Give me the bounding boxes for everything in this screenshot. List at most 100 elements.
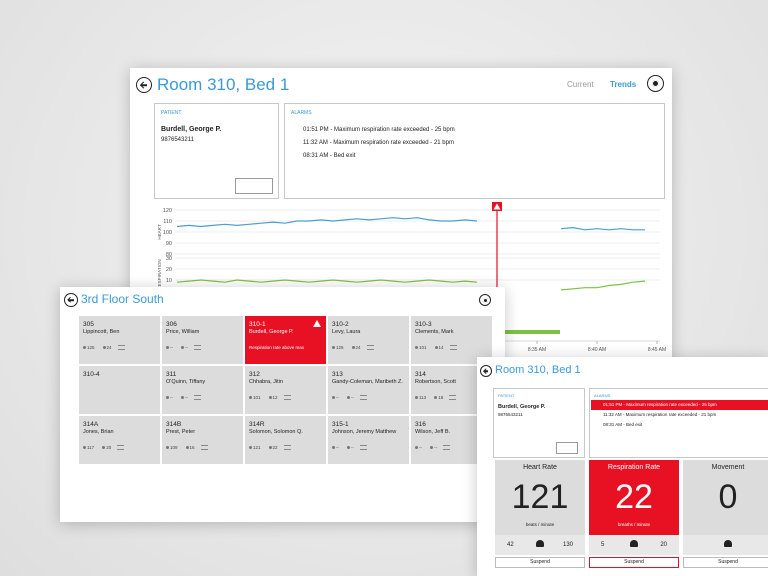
y-tick-label: 90 [166,241,172,247]
room-tile[interactable]: 314B Prest, Peter 109 16 [162,416,243,464]
patient-name: Burdell, George P. [161,126,222,133]
heart-icon [249,396,252,400]
patient-name: Prest, Peter [166,429,196,435]
resp-rate: 20 [106,445,112,450]
series-line [176,279,646,291]
suspend-button[interactable]: Suspend [683,557,768,568]
vitals-row: 125 24 [83,345,125,351]
heart-rate: -- [419,445,422,450]
patient-box: PATIENT Burdell, George P. 9876543211 [493,388,585,458]
bed-icon [366,345,374,351]
room-tile[interactable]: 313 Gandy-Coleman, Maribeth Z. -- -- [328,366,409,414]
patient-name: Wilson, Jeff B. [415,429,451,435]
room-number: 314B [166,421,182,428]
resp-icon [268,446,272,450]
resp-icon [434,396,438,400]
room-tile[interactable]: 310-3 Clements, Mark 101 14 [411,316,492,364]
resp-rate: 22 [272,445,278,450]
vitals-row: -- -- [332,395,367,401]
back-button[interactable] [64,293,78,307]
heart-icon [166,396,169,400]
room-number: 310-3 [415,321,432,328]
alarms-label: ALARMS [594,393,611,398]
room-number: 310-4 [83,371,100,378]
bell-icon [630,540,638,547]
card-body: Movement 0 [683,460,768,535]
vitals-row: 113 18 [415,395,457,401]
vitals-row: 109 16 [166,445,208,451]
bell-icon [536,540,544,547]
vitals-row: 121 22 [249,445,291,451]
room-tile[interactable]: 315-1 Johnson, Jeremy Matthew -- -- [328,416,409,464]
resp-icon [268,396,272,400]
y-tick-label: 110 [163,219,172,225]
bed-icon [360,395,367,401]
heart-rate: 125 [87,345,95,350]
patient-name: Solomon, Solomon Q. [249,429,303,435]
y-tick-label: 30 [166,256,172,262]
resp-rate: -- [351,445,354,450]
heart-rate: 101 [253,395,261,400]
room-tile[interactable]: 310-2 Levy, Laura 125 24 [328,316,409,364]
room-tile[interactable]: 314A Jones, Brian 117 20 [79,416,160,464]
room-tile[interactable]: 314R Solomon, Solomon Q. 121 22 [245,416,326,464]
heart-icon [249,446,252,450]
vitals-row: 101 12 [249,395,291,401]
tab-current[interactable]: Current [567,80,594,89]
heart-rate: -- [336,395,339,400]
vital-card: Heart Rate 121 beats / minute 42 130 Suspend [495,460,585,568]
patient-name: Burdell, George P. [249,329,294,335]
resp-rate: -- [185,395,188,400]
card-value: 0 [718,478,738,516]
edit-button[interactable] [556,442,578,454]
vital-card: Respiration Rate 22 breaths / minute 5 20 Sus… [589,460,679,568]
patient-box: PATIENT Burdell, George P. 9876543211 [154,103,279,199]
heart-icon [83,346,86,350]
resp-rate: -- [351,395,354,400]
alarm-list: 01:51 PM - Maximum respiration rate exce… [591,400,768,430]
patient-name: O'Quinn, Tiffany [166,379,206,385]
patient-label: PATIENT [498,393,515,398]
suspend-button[interactable]: Suspend [589,557,679,568]
alarm-list: 01:51 PM - Maximum respiration rate exce… [303,124,455,163]
settings-button[interactable] [647,75,664,92]
resp-icon [181,396,184,400]
alarm-item: 01:51 PM - Maximum respiration rate exce… [303,127,455,133]
high-threshold: 130 [562,542,573,548]
resp-rate: 24 [355,345,361,350]
suspend-button[interactable]: Suspend [495,557,585,568]
room-tile[interactable]: 310-1 Burdell, George P. Respiration rate … [245,316,326,364]
room-number: 311 [166,371,177,378]
edit-button[interactable] [235,178,273,194]
alarm-item: 11:32 AM - Maximum respiration rate exce… [303,140,454,146]
alert-text: Respiration rate above max [249,345,305,350]
tab-trends[interactable]: Trends [610,80,637,89]
vitals-row: -- -- [166,395,201,401]
vital-card: Movement 0 Suspend [683,460,768,568]
vitals-row: -- -- [415,445,450,451]
low-threshold: 5 [601,542,605,548]
room-tile[interactable]: 311 O'Quinn, Tiffany -- -- [162,366,243,414]
vitals-row: 125 24 [332,345,374,351]
resp-rate: 14 [438,345,444,350]
window-title: Room 310, Bed 1 [157,75,290,94]
patient-name: Robertson, Scott [415,379,456,385]
window-title: 3rd Floor South [81,292,164,306]
heart-icon [415,396,418,400]
vitals-row: -- -- [166,345,201,351]
room-tile[interactable]: 306 Price, William -- -- [162,316,243,364]
resp-rate: 12 [272,395,278,400]
room-tile[interactable]: 312 Chhabra, Jitin 101 12 [245,366,326,414]
resp-icon [347,396,350,400]
settings-button[interactable] [479,294,491,306]
back-button[interactable] [480,365,492,377]
resp-icon [434,346,438,350]
room-tile[interactable]: 310-4 [79,366,160,414]
room-tile[interactable]: 305 Lippincott, Ben 125 24 [79,316,160,364]
patient-name: Levy, Laura [332,329,361,335]
alarm-icon [493,203,501,210]
resp-rate: 24 [106,345,112,350]
back-button[interactable] [136,77,152,93]
room-number: 315-1 [332,421,349,428]
